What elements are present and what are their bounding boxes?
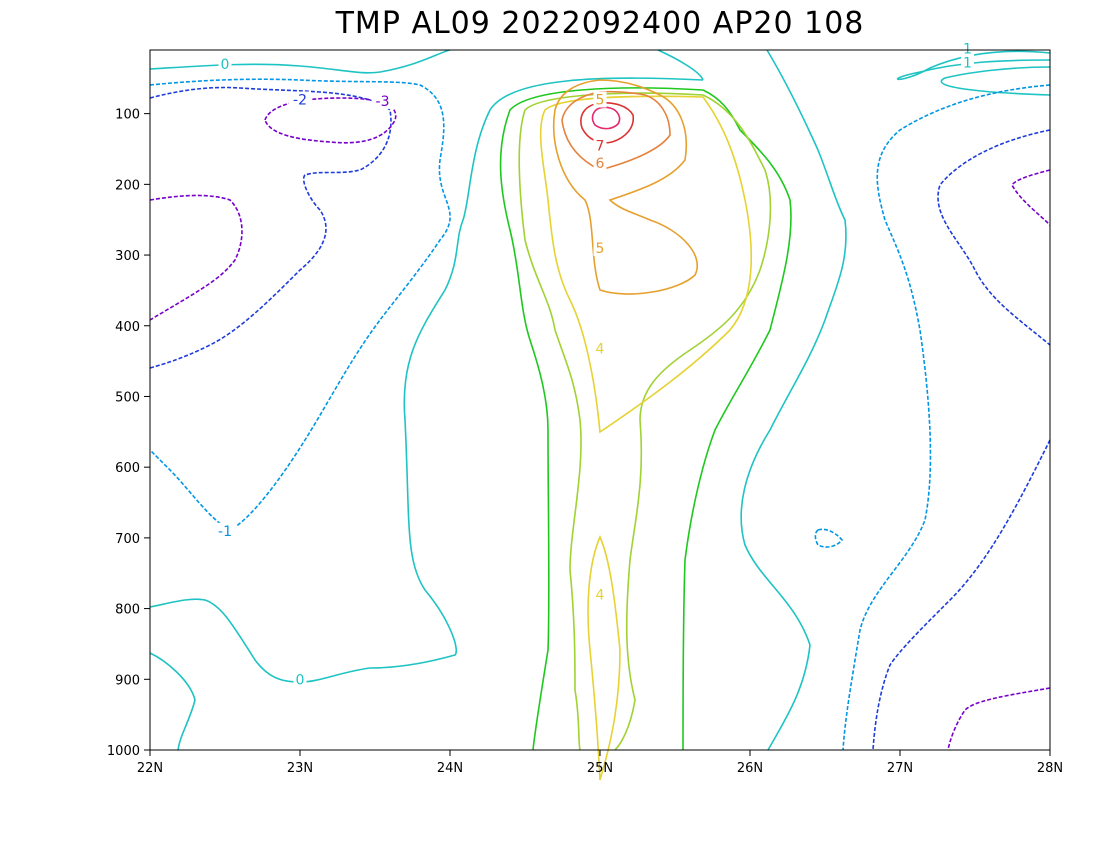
contour-lines — [149, 49, 1051, 781]
contour-4-bottom — [587, 534, 621, 781]
chart-title: TMP AL09 2022092400 AP20 108 — [335, 6, 865, 41]
contour-label: 7 — [596, 138, 605, 154]
contour-0-top-left — [149, 49, 451, 74]
contour-label: 1 — [963, 56, 972, 72]
contour-label: 4 — [596, 341, 605, 357]
contour-8 — [591, 106, 621, 130]
y-tick-label: 400 — [115, 320, 140, 335]
x-tick-label: 23N — [287, 761, 313, 776]
contour-1-right-a — [896, 50, 1051, 81]
contour-label: 6 — [596, 156, 605, 172]
y-tick-label: 900 — [115, 673, 140, 688]
contour-4 — [539, 95, 753, 434]
plot-frame — [149, 49, 1051, 751]
contour-0-main — [149, 77, 704, 683]
contour-label: 0 — [296, 672, 305, 688]
contour-label: 4 — [596, 587, 605, 603]
contour-neg3-bottom-right — [947, 687, 1051, 751]
contour-neg1-blob — [814, 528, 844, 548]
contour-label-bg — [593, 586, 607, 603]
contour-label-bg — [961, 40, 974, 57]
contour-label: -3 — [376, 94, 390, 110]
contour-2-right — [682, 89, 792, 751]
y-tick-label: 600 — [115, 461, 140, 476]
contour-3-right — [614, 94, 772, 751]
contour-neg2-top — [149, 86, 392, 369]
y-tick-label: 1000 — [107, 744, 140, 759]
contour-label-bg — [371, 92, 394, 109]
x-axis: 22N 23N 24N 25N 26N 27N 28N — [137, 750, 1063, 776]
contour-neg1-left — [149, 78, 451, 531]
y-tick-label: 700 — [115, 532, 140, 547]
contour-2 — [499, 87, 704, 751]
contour-label: -2 — [293, 92, 307, 108]
contour-label-bg — [214, 522, 236, 539]
contour-0-right — [740, 49, 847, 751]
contour-0-top-right — [657, 49, 704, 81]
contour-neg1-right — [842, 84, 1051, 751]
contour-label-bg — [961, 54, 974, 71]
y-tick-label: 200 — [115, 178, 140, 193]
x-tick-label: 22N — [137, 761, 163, 776]
y-tick-label: 300 — [115, 249, 140, 264]
contour-label-bg — [593, 137, 607, 154]
contour-label-bg — [218, 56, 232, 73]
y-tick-label: 500 — [115, 390, 140, 405]
contour-neg2-right — [937, 129, 1051, 346]
x-tick-label: 28N — [1037, 761, 1063, 776]
contour-neg3-right — [1011, 169, 1051, 226]
y-tick-label: 100 — [115, 108, 140, 123]
contour-5 — [552, 79, 698, 295]
contour-neg3-left — [149, 194, 243, 321]
contour-7 — [580, 102, 635, 144]
contour-6 — [561, 90, 671, 171]
y-tick-label: 800 — [115, 603, 140, 618]
contour-1-right-b — [940, 66, 1051, 96]
contour-neg2-bottom-right — [872, 439, 1051, 751]
contour-label: -1 — [218, 524, 232, 540]
y-axis: 100 200 300 400 500 600 700 800 900 1000 — [107, 108, 150, 759]
x-tick-label: 27N — [887, 761, 913, 776]
contour-label-bg — [593, 91, 607, 108]
x-tick-label: 26N — [737, 761, 763, 776]
contour-3 — [518, 92, 704, 751]
contour-label: 5 — [596, 241, 605, 257]
contour-0-bottom-left — [149, 652, 196, 751]
contour-label: 5 — [596, 92, 605, 108]
contour-label-bg — [289, 91, 311, 108]
contour-label: 0 — [221, 57, 230, 73]
contour-label-bg — [593, 155, 607, 172]
x-tick-label: 24N — [437, 761, 463, 776]
contour-label-bg — [593, 239, 607, 256]
x-tick-label: 25N — [587, 761, 613, 776]
contour-label-bg — [293, 671, 307, 688]
contour-label-bg — [593, 340, 607, 357]
